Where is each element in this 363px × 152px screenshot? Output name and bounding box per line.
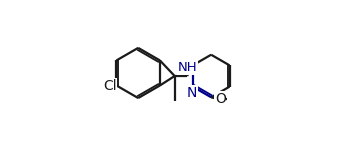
Text: Cl: Cl [103, 78, 117, 93]
Text: O: O [215, 92, 226, 106]
Text: NH: NH [177, 61, 197, 74]
Text: N: N [187, 86, 197, 100]
